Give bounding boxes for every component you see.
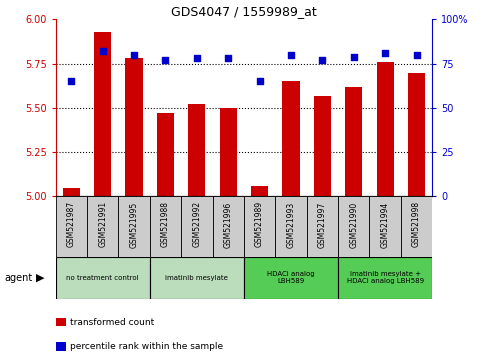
Point [319,57,327,63]
Point [130,52,138,58]
Bar [181,196,213,257]
Bar [401,196,432,257]
Bar [283,81,299,196]
Point [224,56,232,61]
Text: transformed count: transformed count [70,318,154,327]
Point [412,52,420,58]
Title: GDS4047 / 1559989_at: GDS4047 / 1559989_at [171,5,317,18]
Bar [251,186,268,196]
Bar [244,196,275,257]
Text: GSM521991: GSM521991 [98,201,107,247]
Bar [338,257,432,299]
Point [287,52,295,58]
Bar [275,196,307,257]
Bar [63,188,80,196]
Text: agent: agent [5,273,33,283]
Bar [56,257,150,299]
Bar [220,108,237,196]
Bar [369,196,401,257]
Bar [307,196,338,257]
Bar [408,73,425,196]
Text: GSM521996: GSM521996 [224,201,233,247]
Bar [377,62,394,196]
Text: GSM521992: GSM521992 [192,201,201,247]
Point [68,79,75,84]
Point [99,48,107,54]
Text: GSM521988: GSM521988 [161,201,170,247]
Bar [338,196,369,257]
Bar [150,257,244,299]
Text: imatinib mesylate: imatinib mesylate [165,275,228,281]
Point [193,56,201,61]
Text: GSM521998: GSM521998 [412,201,421,247]
Bar [94,32,111,196]
Point [256,79,264,84]
Bar [87,196,118,257]
Text: GSM521989: GSM521989 [255,201,264,247]
Text: ▶: ▶ [36,273,45,283]
Point [161,57,170,63]
Text: GSM521995: GSM521995 [129,201,139,247]
Bar [213,196,244,257]
Bar [56,196,87,257]
Bar [188,104,205,196]
Bar [118,196,150,257]
Bar [150,196,181,257]
Bar [126,58,142,196]
Text: GSM521990: GSM521990 [349,201,358,247]
Point [382,50,389,56]
Text: GSM521993: GSM521993 [286,201,296,247]
Text: GSM521994: GSM521994 [381,201,390,247]
Bar [157,113,174,196]
Text: HDACi analog
LBH589: HDACi analog LBH589 [267,272,315,284]
Text: no treatment control: no treatment control [66,275,139,281]
Text: GSM521997: GSM521997 [318,201,327,247]
Bar [345,87,362,196]
Text: imatinib mesylate +
HDACi analog LBH589: imatinib mesylate + HDACi analog LBH589 [347,272,424,284]
Text: GSM521987: GSM521987 [67,201,76,247]
Bar [244,257,338,299]
Point [350,54,357,59]
Text: percentile rank within the sample: percentile rank within the sample [70,342,223,352]
Bar [314,96,331,196]
